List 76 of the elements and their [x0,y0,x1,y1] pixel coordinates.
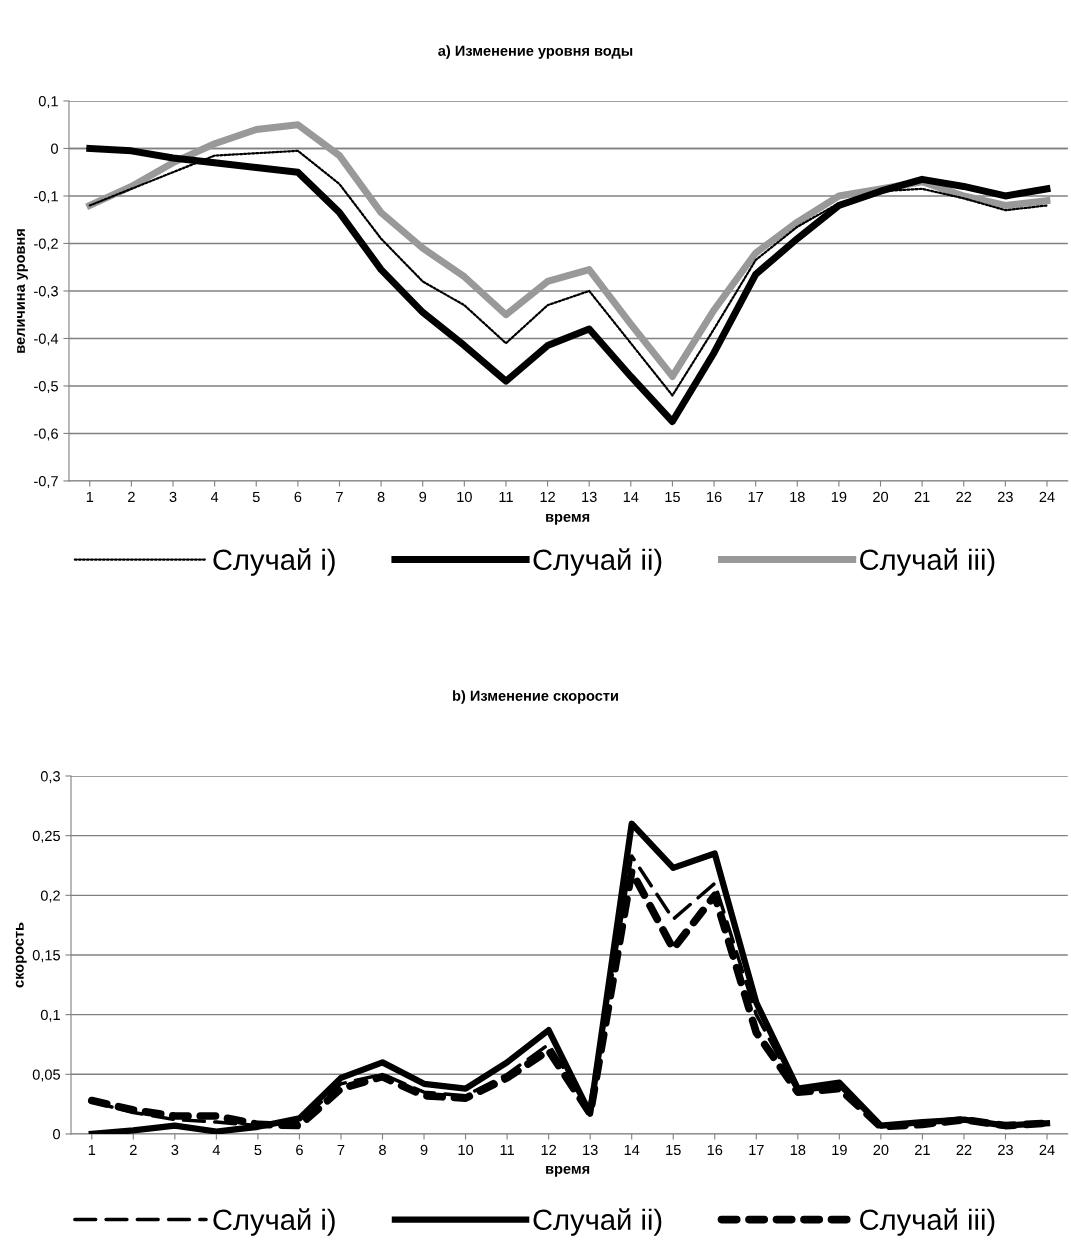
x-tick-label: 1 [86,491,94,502]
chart-title: а) Изменение уровня воды [438,45,633,59]
x-tick-label: 24 [1039,1144,1055,1155]
legend-label: Случай ii) [533,548,662,576]
y-tick-label: -0,6 [34,428,58,441]
x-tick-label: 5 [252,491,260,503]
y-tick-label: 0,1 [40,1009,60,1022]
x-tick-label: 18 [790,1144,806,1156]
x-tick-label: 4 [212,1144,220,1155]
x-tick-label: 21 [914,491,930,502]
y-tick-label: -0,2 [34,238,58,251]
x-tick-label: 21 [915,1144,930,1155]
y-tick-label: 0,1 [38,96,58,109]
x-tick-label: 22 [956,1144,972,1155]
x-tick-label: 6 [296,1144,303,1156]
x-tick-label: 6 [294,491,302,503]
y-tick-label: 0,15 [32,950,60,963]
y-tick-label: 0 [51,143,58,154]
y-tick-label: 0 [53,1129,61,1140]
x-axis-title: время [546,1165,590,1177]
x-tick-label: 9 [420,1144,428,1156]
y-tick-label: -0,7 [34,476,58,489]
y-tick-label: 0,2 [40,890,60,903]
x-tick-label: 13 [583,1144,598,1156]
x-tick-label: 10 [458,1144,474,1156]
x-tick-label: 5 [254,1144,262,1156]
x-tick-label: 3 [169,491,177,503]
y-tick-label: 0,3 [40,771,60,784]
y-tick-label: 0,25 [32,830,60,843]
x-tick-label: 23 [997,491,1013,503]
legend-label: Случай i) [213,1208,335,1236]
x-tick-label: 14 [624,1144,640,1155]
legend-label: Случай iii) [860,1208,995,1236]
x-tick-label: 3 [171,1144,179,1156]
x-tick-label: 11 [500,1144,514,1155]
x-tick-label: 9 [419,491,427,503]
y-tick-label: -0,3 [34,286,58,299]
legend-label: Случай iii) [860,548,995,576]
y-tick-label: -0,1 [34,191,58,204]
x-axis-title: время [546,513,590,525]
x-tick-label: 23 [998,1144,1013,1156]
x-tick-label: 2 [129,1144,137,1155]
x-tick-label: 7 [336,491,343,502]
x-tick-label: 17 [748,491,764,502]
x-tick-label: 16 [707,491,722,503]
x-tick-label: 10 [457,491,472,503]
x-tick-label: 14 [623,491,639,502]
x-tick-label: 8 [377,491,385,503]
x-tick-label: 7 [337,1144,345,1155]
x-tick-label: 1 [88,1144,96,1155]
legend-label: Случай i) [213,548,335,576]
x-tick-label: 12 [540,491,555,502]
y-axis-title: величина уровня [16,229,28,353]
x-tick-label: 18 [790,491,805,503]
legend-label: Случай ii) [533,1208,662,1236]
y-tick-label: 0,05 [32,1069,60,1082]
x-tick-label: 8 [379,1144,386,1156]
x-tick-label: 4 [210,491,219,502]
x-tick-label: 24 [1039,491,1055,502]
x-tick-label: 19 [831,491,847,503]
y-tick-label: -0,5 [34,381,58,394]
y-tick-label: -0,4 [34,333,59,346]
y-axis-title: скорость [15,922,27,988]
x-tick-label: 13 [582,491,597,503]
x-tick-label: 20 [873,1144,889,1156]
x-tick-label: 16 [707,1144,723,1156]
x-tick-label: 15 [665,491,680,503]
x-tick-label: 19 [832,1144,847,1156]
chart-title: b) Изменение скорости [453,690,618,704]
x-tick-label: 12 [541,1144,557,1155]
x-tick-label: 11 [499,491,513,502]
x-tick-label: 17 [749,1144,764,1155]
x-tick-label: 2 [128,491,135,502]
x-tick-label: 20 [873,491,889,503]
x-tick-label: 22 [956,491,972,502]
x-tick-label: 15 [666,1144,681,1156]
